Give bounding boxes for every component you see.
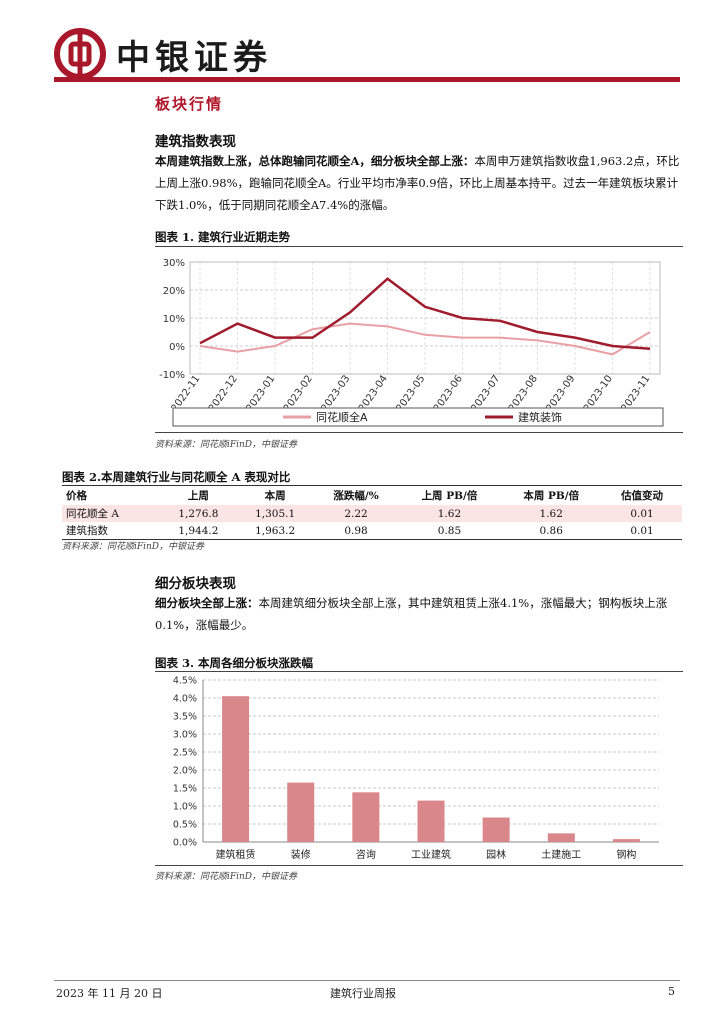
x-tick-label: 工业建筑 (411, 848, 451, 861)
table-cell: 2.22 (313, 505, 399, 522)
y-tick-label: 2.5% (173, 748, 197, 759)
table-cell: 1,305.1 (236, 505, 314, 522)
x-tick-label: 土建施工 (541, 848, 581, 861)
bar-咨询 (352, 792, 380, 842)
sub-sector-body: 本周建筑细分板块全部上涨，其中建筑租赁上涨4.1%，涨幅最大；钢构板块上涨0.1… (155, 596, 668, 632)
x-tick-label: 钢构 (616, 848, 636, 861)
x-tick-label: 园林 (486, 848, 506, 861)
sub-sector-lead: 细分板块全部上涨： (155, 596, 259, 610)
table-header-cell: 本周 (264, 490, 286, 502)
footer-rule (54, 980, 680, 981)
figure1-title-rule (155, 246, 683, 247)
figure1-chart: 30% 20% 10% 0% -10% 2022-11 2022-12 2023-01 2023… (155, 250, 683, 436)
bar-土建施工 (547, 833, 575, 842)
table-cell: 同花顺全 A (62, 505, 160, 522)
bar-装修 (287, 782, 315, 842)
x-tick-label: 咨询 (356, 848, 376, 861)
x-tick-label: 装修 (291, 848, 311, 861)
figure1-source: 资料来源：同花顺iFinD，中银证券 (155, 440, 298, 450)
figure2-source: 资料来源：同花顺iFinD，中银证券 (62, 542, 205, 552)
table-cell: 0.98 (344, 524, 368, 537)
table-cell: 0.01 (630, 524, 654, 537)
figure1-bottom-rule (155, 432, 683, 433)
figure2-table-wrap: 价格 上周 本周 涨跌幅/% 上周 PB/倍 本周 PB/倍 估值变动 同花顺全… (62, 485, 682, 540)
bar-工业建筑 (417, 800, 445, 842)
table-cell: 0.85 (437, 524, 462, 537)
y-tick-label: 4.5% (173, 676, 197, 687)
table-cell: 0.86 (539, 524, 563, 537)
y-tick-label: 1.0% (173, 802, 197, 813)
table-header-cell: 估值变动 (621, 490, 664, 502)
table-header-cell: 本周 PB/倍 (523, 490, 580, 502)
y-tick-label: 0.5% (173, 820, 197, 831)
comparison-table: 价格 上周 本周 涨跌幅/% 上周 PB/倍 本周 PB/倍 估值变动 同花顺全… (62, 486, 682, 539)
bar-钢构 (612, 839, 640, 842)
series-line (199, 322, 651, 356)
y-tick-label: 1.5% (173, 784, 197, 795)
figure3-title: 图表 3. 本周各细分板块涨跌幅 (155, 656, 314, 670)
table-header-cell: 上周 PB/倍 (421, 490, 478, 502)
index-performance-body: 本周申万建筑指数收盘1,963.2点，环比上周上涨0.98%，跑输同花顺全A。行… (155, 154, 680, 212)
y-tick-label: 2.0% (173, 766, 197, 777)
figure1-title: 图表 1. 建筑行业近期走势 (155, 230, 291, 244)
bar-建筑租赁 (222, 696, 250, 842)
table-cell: 1,963.2 (255, 524, 296, 537)
y-tick-label: 3.5% (173, 712, 197, 723)
figure2-title: 图表 2.本周建筑行业与同花顺全 A 表现对比 (62, 470, 291, 484)
y-tick-label: 10% (163, 314, 185, 325)
table-header-cell: 涨跌幅/% (333, 490, 379, 502)
y-tick-label: 3.0% (173, 730, 197, 741)
table-cell: 1,944.2 (178, 524, 219, 537)
legend-box (172, 407, 664, 427)
footer-date: 2023 年 11 月 20 日 (56, 987, 163, 1000)
x-tick-label: 建筑租赁 (216, 848, 256, 861)
y-tick-label: 0% (169, 342, 185, 353)
company-logo (54, 28, 106, 80)
table-cell: 1.62 (500, 505, 603, 522)
figure3-chart: 4.5% 4.0% 3.5% 3.0% 2.5% 2.0% 1.5% 1.0% 0.5% 0.0%… (155, 673, 683, 867)
y-tick-label: 0.0% (173, 838, 197, 849)
section-title: 板块行情 (155, 95, 224, 113)
y-tick-label: 4.0% (173, 694, 197, 705)
y-tick-label: -10% (159, 370, 185, 381)
legend-label: 同花顺全A (316, 410, 368, 424)
plot-frame (189, 261, 661, 375)
table-row: 建筑指数 1,944.2 1,963.2 0.98 0.85 0.86 0.01 (62, 522, 682, 539)
table-header-cell: 价格 (66, 490, 87, 502)
bar-园林 (482, 817, 510, 842)
footer-report-name: 建筑行业周报 (330, 987, 396, 1000)
company-name: 中银证券 (116, 38, 272, 78)
index-performance-paragraph: 本周建筑指数上涨，总体跑输同花顺全A，细分板块全部上涨：本周申万建筑指数收盘1,… (155, 150, 683, 216)
footer-page-number: 5 (668, 985, 675, 998)
table-cell: 建筑指数 (66, 525, 108, 537)
index-performance-heading: 建筑指数表现 (155, 134, 236, 150)
table-cell: 1,276.8 (160, 505, 237, 522)
figure3-title-rule (155, 671, 683, 672)
sub-sector-heading: 细分板块表现 (155, 576, 236, 592)
y-tick-label: 30% (163, 258, 185, 269)
figure3-bottom-rule (155, 865, 683, 866)
index-performance-lead: 本周建筑指数上涨，总体跑输同花顺全A，细分板块全部上涨： (155, 154, 475, 168)
table-row: 同花顺全 A 1,276.8 1,305.1 2.22 1.62 1.62 0.… (62, 505, 682, 522)
header-rule (54, 77, 680, 82)
table-header-cell: 上周 (187, 490, 209, 502)
legend-label: 建筑装饰 (518, 410, 562, 424)
y-tick-label: 20% (163, 286, 185, 297)
table-cell: 0.01 (602, 505, 682, 522)
table-cell: 1.62 (398, 505, 501, 522)
table-header-row: 价格 上周 本周 涨跌幅/% 上周 PB/倍 本周 PB/倍 估值变动 (62, 486, 682, 505)
figure3-source: 资料来源：同花顺iFinD，中银证券 (155, 872, 298, 882)
sub-sector-paragraph: 细分板块全部上涨：本周建筑细分板块全部上涨，其中建筑租赁上涨4.1%，涨幅最大；… (155, 592, 683, 636)
series-line (199, 277, 651, 351)
